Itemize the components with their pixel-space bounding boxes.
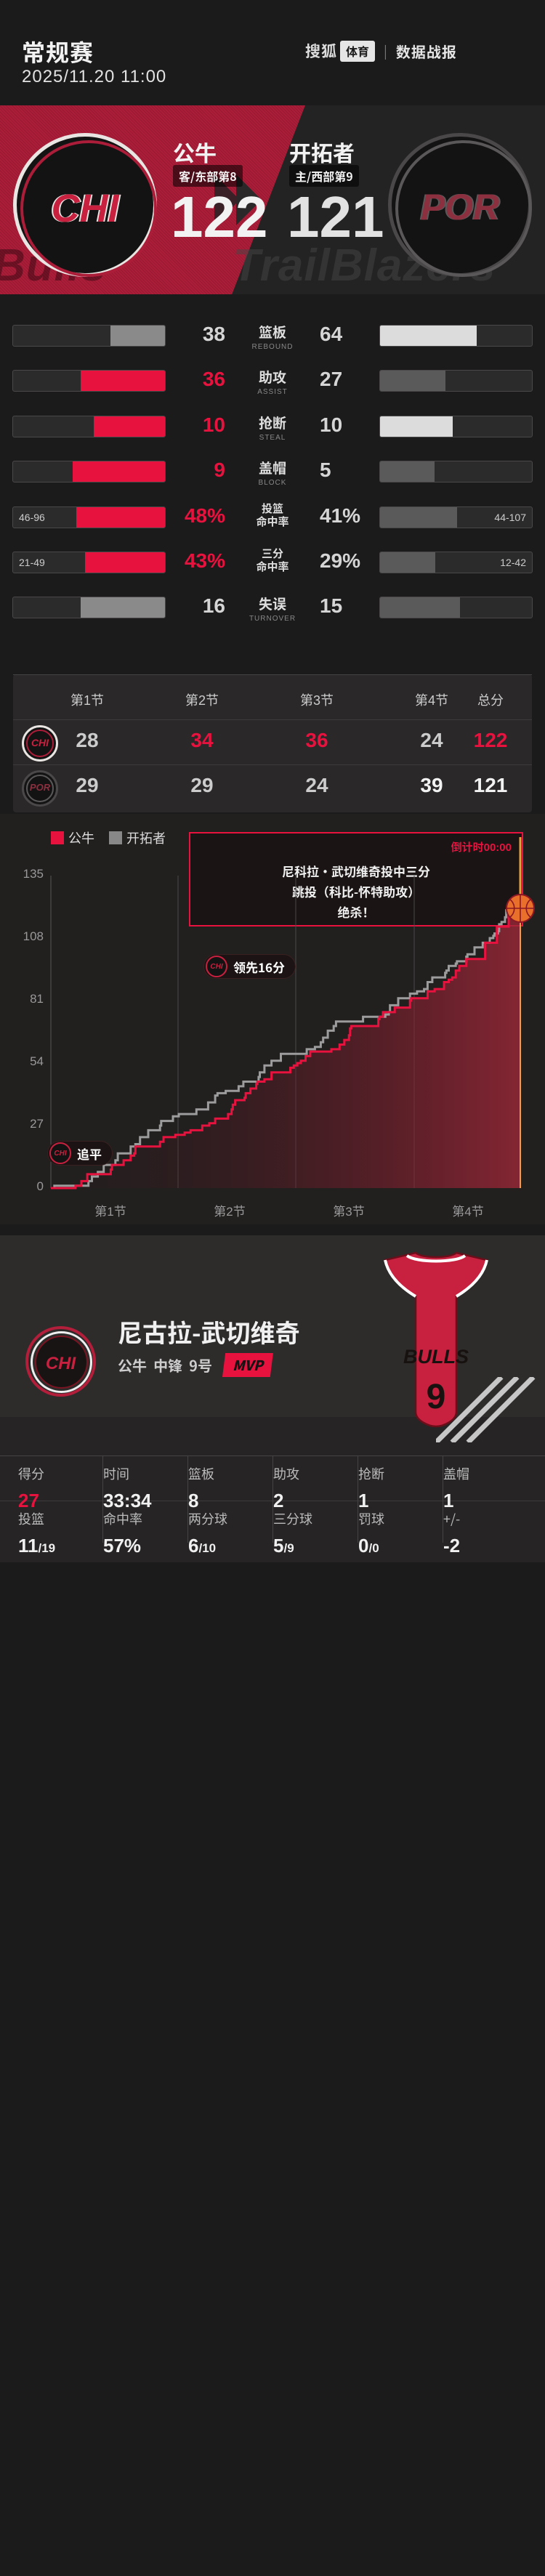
svg-text:BULLS: BULLS	[403, 1346, 469, 1368]
